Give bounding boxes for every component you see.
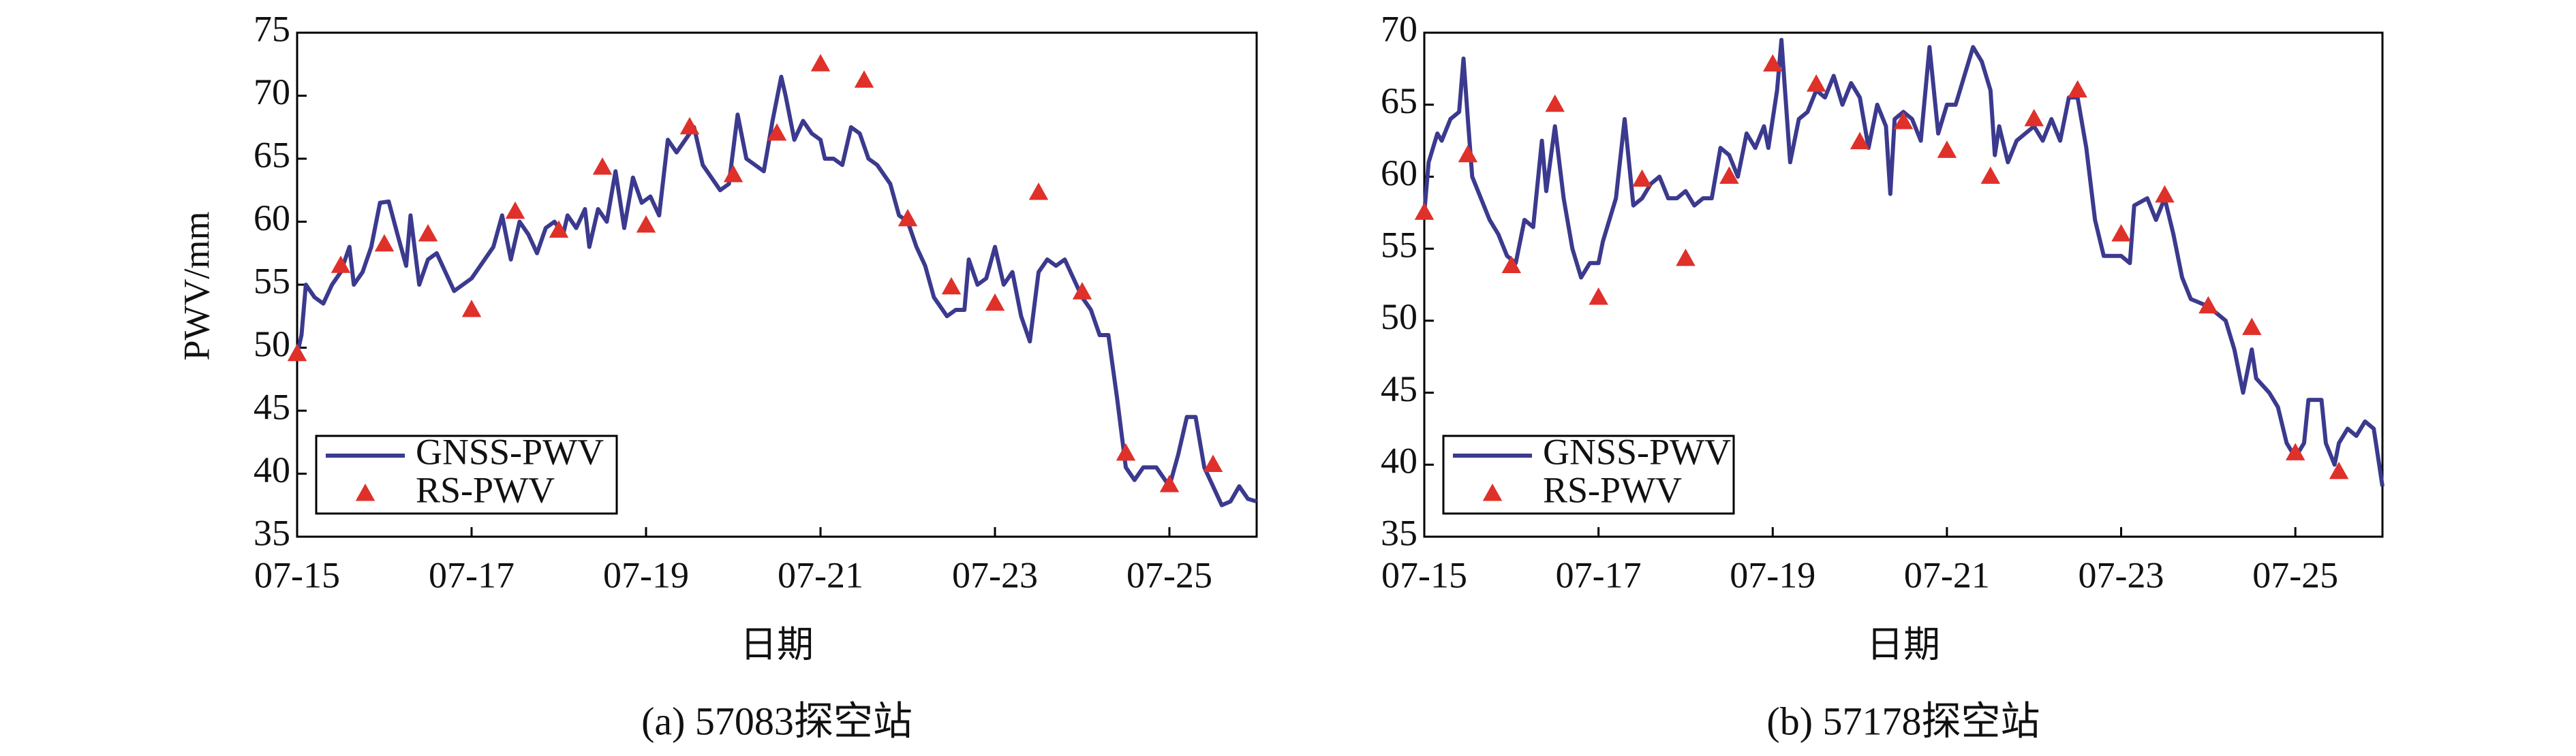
chart-panel: 35 40 45 50 55 60 65 70 07-15 07-17 07-19 07-21 07-2… — [1381, 8, 2385, 743]
rs-point — [1458, 144, 1478, 163]
rs-point — [1893, 112, 1914, 129]
legend-label: RS-PWV — [1543, 469, 1682, 510]
x-tick-label: 07-23 — [952, 554, 1038, 595]
rs-point — [418, 224, 438, 242]
gnss-line — [1422, 37, 2385, 487]
rs-point — [2068, 80, 2087, 98]
plot-frame — [1423, 31, 2384, 538]
legend-marker — [355, 484, 375, 501]
x-tick-label: 07-25 — [2252, 554, 2338, 595]
y-tick-label: 65 — [1381, 80, 1417, 121]
rs-point — [1719, 166, 1739, 184]
y-tick-label: 70 — [254, 72, 290, 112]
rs-point — [287, 343, 307, 362]
rs-point — [1937, 140, 1957, 158]
rs-point — [1414, 202, 1435, 220]
x-tick-label: 07-19 — [603, 554, 689, 595]
y-tick-label: 35 — [254, 512, 290, 553]
rs-point — [854, 70, 874, 88]
gnss-line — [295, 74, 1257, 507]
x-tick-label: 07-21 — [778, 554, 863, 595]
y-tick-label: 70 — [1381, 8, 1417, 49]
rs-point — [2111, 224, 2131, 242]
rs-point — [1028, 182, 1049, 200]
x-tick-label: 07-17 — [429, 554, 515, 595]
rs-point — [1203, 454, 1223, 473]
rs-point — [1545, 94, 1565, 112]
rs-point — [2329, 461, 2349, 479]
rs-point — [1850, 131, 1870, 150]
x-tick-label: 07-15 — [1381, 554, 1467, 595]
rs-point — [461, 300, 482, 317]
chart-panel: 35 40 45 50 55 60 65 70 75 07-15 07-17 07-19 07-21 07… — [176, 8, 1258, 743]
x-tick-label: 07-17 — [1556, 554, 1642, 595]
y-tick-label: 60 — [254, 198, 290, 238]
caption: (b) 57178探空站 — [1766, 699, 2040, 743]
legend-label: RS-PWV — [416, 469, 555, 510]
rs-point — [1632, 169, 1652, 187]
rs-point — [1501, 255, 1522, 274]
y-tick-label: 45 — [1381, 368, 1417, 409]
rs-point — [2285, 443, 2305, 460]
rs-point — [1676, 248, 1696, 266]
rs-point — [723, 165, 743, 183]
rs-point — [2198, 296, 2218, 314]
rs-point — [810, 54, 831, 72]
rs-point — [1763, 54, 1783, 72]
x-tick-label: 07-23 — [2079, 554, 2164, 595]
x-axis-label: 日期 — [740, 624, 814, 665]
rs-point — [767, 123, 787, 141]
rs-point — [898, 208, 918, 227]
x-tick-label: 07-25 — [1126, 554, 1212, 595]
rs-point — [1116, 443, 1136, 461]
y-tick-label: 55 — [254, 260, 290, 301]
rs-point — [1072, 282, 1092, 300]
rs-point — [549, 220, 569, 238]
rs-point — [679, 116, 700, 135]
rs-point — [1980, 166, 2001, 184]
rs-point — [985, 293, 1005, 311]
legend-label: GNSS-PWV — [416, 431, 604, 472]
rs-point — [592, 157, 613, 175]
y-tick-label: 50 — [1381, 296, 1417, 337]
rs-point — [2024, 108, 2044, 127]
y-axis-label: PWV/mm — [176, 211, 217, 360]
rs-point — [1806, 74, 1826, 92]
y-tick-label: 40 — [1381, 441, 1417, 482]
y-tick-label: 60 — [1381, 153, 1417, 193]
x-tick-label: 07-15 — [254, 554, 340, 595]
rs-point — [636, 215, 656, 233]
y-tick-label: 65 — [254, 134, 290, 175]
caption: (a) 57083探空站 — [641, 699, 913, 743]
y-tick-label: 35 — [1381, 512, 1417, 553]
rs-point — [941, 277, 962, 295]
y-tick-label: 45 — [254, 386, 290, 427]
legend-label: GNSS-PWV — [1543, 431, 1731, 472]
x-tick-label: 07-21 — [1904, 554, 1990, 595]
y-tick-label: 75 — [254, 8, 290, 49]
x-tick-label: 07-19 — [1730, 554, 1815, 595]
x-axis-label: 日期 — [1867, 624, 1940, 665]
rs-point — [374, 234, 395, 252]
rs-point — [2242, 317, 2262, 335]
rs-point — [505, 201, 525, 219]
rs-point — [331, 255, 351, 273]
y-tick-label: 50 — [254, 324, 290, 364]
rs-point — [1589, 287, 1608, 305]
y-tick-label: 40 — [254, 450, 290, 490]
rs-point — [1159, 475, 1180, 492]
y-tick-label: 55 — [1381, 225, 1417, 266]
rs-point — [2155, 185, 2175, 203]
legend-marker — [1482, 484, 1503, 501]
